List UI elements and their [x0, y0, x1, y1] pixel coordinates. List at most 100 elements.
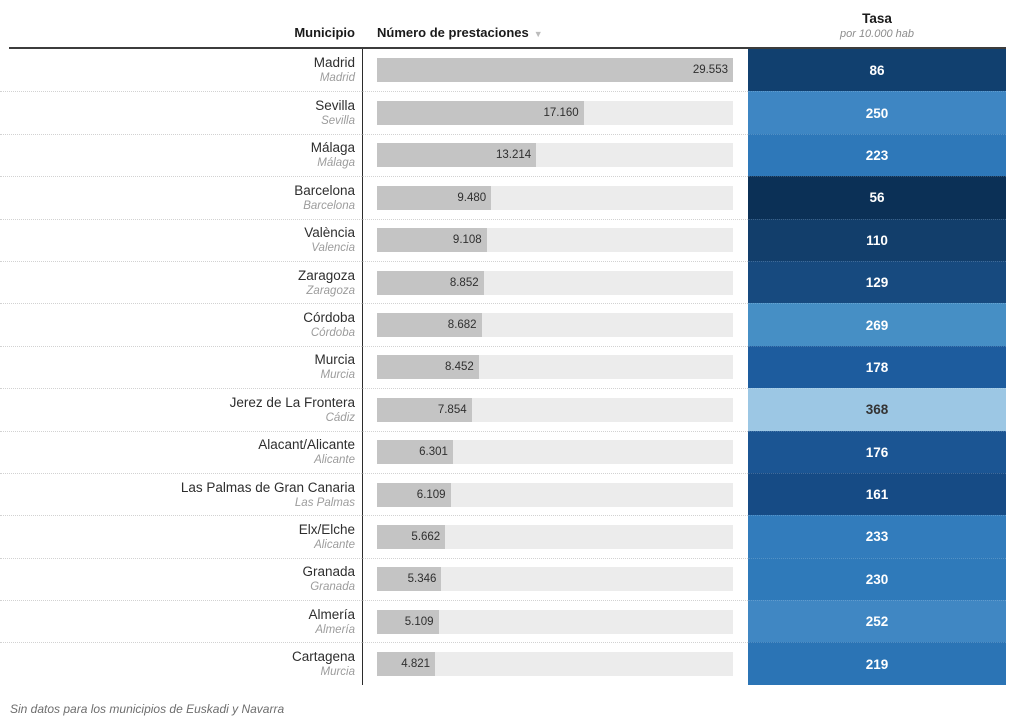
provincia-name: Cádiz: [325, 411, 355, 424]
table-row: Granada Granada 5.346 230: [0, 557, 1016, 601]
bar-fill: 5.662: [377, 524, 446, 549]
municipio-cell: Málaga Málaga: [0, 133, 362, 176]
prestaciones-bar-cell: 5.662: [362, 515, 748, 558]
bar-value-label: 9.480: [457, 191, 487, 204]
provincia-name: Granada: [310, 581, 355, 594]
tasa-value: 129: [865, 275, 889, 291]
provincia-name: Barcelona: [303, 199, 355, 212]
tasa-cell: 223: [748, 133, 1006, 177]
bar-value-label: 29.553: [692, 64, 728, 77]
bar-track: 29.553: [377, 58, 733, 83]
table-row: Cartagena Murcia 4.821 219: [0, 642, 1016, 685]
bar-value-label: 17.160: [543, 107, 579, 120]
bar-value-label: 8.452: [445, 361, 474, 374]
bar-value-label: 6.301: [419, 446, 448, 459]
municipio-cell: Barcelona Barcelona: [0, 176, 362, 218]
bar-fill: 8.682: [377, 313, 482, 338]
provincia-name: Alicante: [314, 538, 355, 551]
bar-fill: 8.852: [377, 270, 484, 295]
tasa-value: 223: [865, 147, 889, 163]
municipio-name: València: [304, 225, 355, 241]
tasa-value: 178: [865, 359, 889, 375]
provincia-name: Valencia: [311, 242, 355, 255]
bar-value-label: 5.109: [404, 615, 434, 628]
municipio-name: Las Palmas de Gran Canaria: [180, 479, 355, 495]
municipio-name: Cartagena: [291, 649, 355, 665]
municipio-cell: Cartagena Murcia: [0, 642, 362, 684]
bar-fill: 8.452: [377, 355, 479, 380]
bar-value-label: 13.214: [495, 149, 532, 162]
bar-value-label: 5.662: [411, 530, 441, 543]
bar-track: 9.108: [377, 228, 733, 253]
table-row: Madrid Madrid 29.553 86: [0, 49, 1016, 92]
tasa-value: 269: [865, 317, 889, 333]
table-body: Madrid Madrid 29.553 86 Sevilla Sevilla 17.160…: [0, 49, 1016, 685]
tasa-cell: 233: [748, 515, 1006, 558]
bar-track: 8.852: [377, 270, 733, 295]
table-row: Alacant/Alicante Alicante 6.301 176: [0, 430, 1016, 473]
provincia-name: Madrid: [319, 72, 355, 85]
municipio-cell: Jerez de La Frontera Cádiz: [0, 388, 362, 430]
bar-track: 13.214: [377, 143, 733, 168]
bar-track: 8.452: [377, 355, 733, 380]
municipio-cell: Elx/Elche Alicante: [0, 515, 362, 557]
table-row: Sevilla Sevilla 17.160 250: [0, 91, 1016, 134]
tasa-cell: 110: [748, 218, 1006, 261]
municipio-name: Barcelona: [294, 182, 355, 198]
tasa-value: 56: [869, 190, 885, 206]
prestaciones-bar-cell: 13.214: [362, 133, 748, 177]
tasa-value: 250: [865, 105, 889, 121]
tasa-value: 230: [865, 571, 889, 587]
column-header-prestaciones[interactable]: Número de prestaciones ▼: [362, 25, 748, 47]
bar-track: 4.821: [377, 652, 733, 677]
prestaciones-bar-cell: 9.480: [362, 176, 748, 219]
sort-descending-icon: ▼: [533, 29, 543, 39]
column-header-municipio: Municipio: [294, 25, 355, 40]
column-header-tasa-sublabel: por 10.000 hab: [839, 28, 914, 40]
provincia-name: Las Palmas: [294, 496, 355, 509]
bar-fill: 9.108: [377, 228, 487, 253]
bar-track: 5.346: [377, 567, 733, 592]
provincia-name: Córdoba: [310, 327, 355, 340]
column-header-prestaciones-label: Número de prestaciones: [377, 25, 529, 40]
provincia-name: Zaragoza: [306, 284, 355, 297]
municipio-cell: Sevilla Sevilla: [0, 91, 362, 133]
prestaciones-bar-cell: 5.109: [362, 600, 748, 643]
tasa-value: 86: [869, 62, 885, 78]
municipio-cell: Las Palmas de Gran Canaria Las Palmas: [0, 472, 362, 515]
bar-fill: 4.821: [377, 652, 436, 677]
table-row: Málaga Málaga 13.214 223: [0, 133, 1016, 177]
tasa-value: 219: [865, 656, 889, 672]
bar-fill: 6.109: [377, 482, 451, 507]
tasa-value: 252: [865, 614, 889, 630]
bar-fill: 29.553: [377, 58, 733, 83]
bar-track: 17.160: [377, 101, 733, 126]
prestaciones-bar-cell: 4.821: [362, 642, 748, 685]
bar-value-label: 8.682: [447, 319, 477, 332]
tasa-cell: 161: [748, 472, 1006, 516]
prestaciones-bar-cell: 7.854: [362, 388, 748, 431]
tasa-cell: 176: [748, 430, 1006, 473]
bar-track: 6.109: [377, 482, 733, 507]
bar-fill: 6.301: [377, 440, 453, 465]
bar-track: 5.109: [377, 609, 733, 634]
table-row: Las Palmas de Gran Canaria Las Palmas 6.10…: [0, 472, 1016, 516]
municipio-cell: Córdoba Córdoba: [0, 303, 362, 345]
municipio-name: Almería: [308, 606, 355, 622]
tasa-cell: 56: [748, 176, 1006, 219]
provincia-name: Alicante: [314, 454, 355, 467]
municipio-cell: Murcia Murcia: [0, 345, 362, 388]
bar-track: 5.662: [377, 524, 733, 549]
municipio-name: Málaga: [310, 140, 355, 156]
bar-track: 9.480: [377, 185, 733, 210]
municipio-name: Zaragoza: [297, 267, 355, 283]
prestaciones-bar-cell: 6.301: [362, 430, 748, 473]
bar-fill: 13.214: [377, 143, 537, 168]
municipio-name: Alacant/Alicante: [258, 437, 355, 453]
municipio-cell: Granada Granada: [0, 557, 362, 600]
tasa-cell: 368: [748, 388, 1006, 431]
prestaciones-bar-cell: 5.346: [362, 557, 748, 601]
bar-fill: 9.480: [377, 185, 492, 210]
municipio-name: Elx/Elche: [298, 521, 355, 537]
